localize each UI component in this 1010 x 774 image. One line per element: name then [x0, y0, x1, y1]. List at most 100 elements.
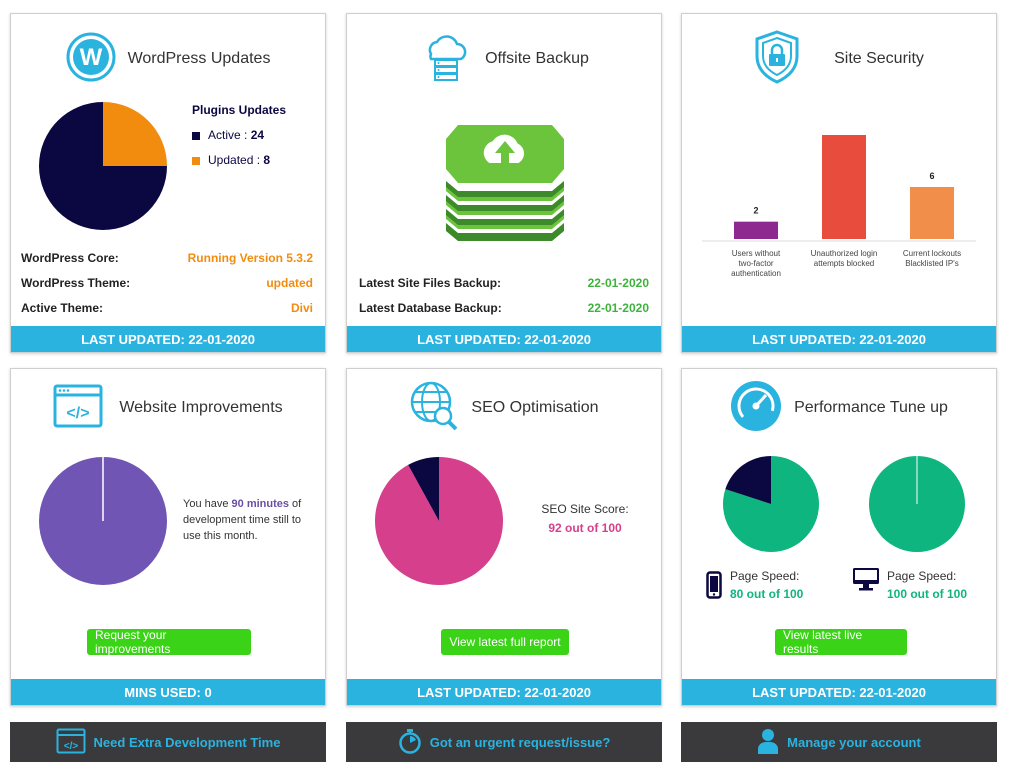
code-window-icon: </> — [53, 384, 103, 433]
legend-active: Active : 24 — [192, 128, 286, 142]
dev-time-pie-chart — [39, 457, 167, 585]
dev-time-text-pre: You have — [183, 498, 232, 510]
legend-updated: Updated : 8 — [192, 153, 286, 167]
card-title: WordPress Updates — [127, 50, 271, 67]
seo-score-pie-chart — [375, 457, 503, 585]
code-window-icon: </> — [56, 728, 86, 757]
files-backup-value: 22-01-2020 — [587, 276, 649, 290]
seo-score-value: 92 out of 100 — [548, 521, 622, 535]
card-title: SEO Optimisation — [471, 399, 599, 416]
shield-lock-icon — [754, 29, 800, 89]
offsite-backup-card: Offsite Backup Latest Site Files Backup:… — [346, 13, 662, 353]
svg-text:</>: </> — [63, 741, 78, 752]
legend-title: Plugins Updates — [192, 103, 287, 117]
card-header: Offsite Backup — [347, 34, 661, 84]
card-header: Site Security — [682, 29, 996, 84]
card-header: W WordPress Updates — [11, 32, 325, 87]
plugins-legend: Plugins Updates Active : 24 Updated : 8 — [192, 103, 286, 167]
card-footer: LAST UPDATED: 22-01-2020 — [682, 326, 996, 352]
card-title: Site Security — [834, 50, 924, 67]
speedometer-icon — [730, 380, 782, 437]
bar — [734, 221, 778, 239]
website-improvements-card: </> Website Improvements You have 90 min… — [10, 368, 326, 706]
desktop-speed-pie-chart — [869, 456, 965, 552]
bar-category-label: two-factor — [738, 259, 773, 268]
bar-value-label: 6 — [929, 171, 934, 181]
active-theme-value: Divi — [290, 301, 313, 315]
bar-category-label: Current lockouts — [903, 249, 961, 258]
wordpress-icon: W — [66, 32, 116, 87]
card-header: SEO Optimisation — [347, 381, 661, 433]
card-title: Website Improvements — [119, 399, 283, 416]
desktop-speed-value: 100 out of 100 — [887, 587, 968, 601]
manage-account-link[interactable]: Manage your account — [681, 722, 997, 762]
backup-stack-illustration — [446, 125, 564, 241]
bar-value-label: 2 — [753, 206, 758, 216]
card-title: Performance Tune up — [794, 399, 948, 416]
cloud-server-icon — [419, 32, 473, 87]
card-header: Performance Tune up — [682, 380, 996, 433]
dev-time-text-post: of development time still to use this mo… — [183, 498, 302, 542]
dev-time-minutes: 90 minutes — [231, 498, 289, 510]
mobile-speed-label: Page Speed: — [730, 569, 800, 583]
view-full-report-button[interactable]: View latest full report — [441, 629, 569, 655]
dev-time-text: You have 90 minutes of development time … — [183, 496, 315, 544]
site-security-card: Site Security 2 Users without two-factor au… — [681, 13, 997, 353]
legend-updated-label: Updated : — [208, 153, 264, 167]
bar-category-label: authentication — [731, 269, 781, 278]
wordpress-updates-card: W WordPress Updates Plugins Updates Acti… — [10, 13, 326, 353]
globe-search-icon — [409, 380, 459, 437]
card-footer: LAST UPDATED: 22-01-2020 — [347, 326, 661, 352]
card-footer: LAST UPDATED: 22-01-2020 — [347, 679, 661, 705]
desktop-speed-label: Page Speed: — [887, 569, 957, 583]
active-theme-label: Active Theme: — [21, 301, 104, 315]
bar-category-label: attempts blocked — [814, 259, 874, 268]
pie-slice — [725, 456, 771, 504]
theme-value: updated — [266, 276, 313, 290]
mobile-speed-pie-chart — [723, 456, 819, 552]
pie-slice — [103, 102, 167, 166]
theme-label: WordPress Theme: — [21, 276, 131, 290]
legend-updated-value: 8 — [263, 153, 271, 167]
core-value: Running Version 5.3.2 — [187, 251, 313, 265]
pie-slice — [39, 102, 167, 230]
legend-swatch — [192, 156, 200, 165]
legend-swatch — [192, 131, 200, 140]
seo-score-label: SEO Site Score: — [541, 502, 629, 516]
db-backup-value: 22-01-2020 — [587, 301, 649, 315]
bar-category-label: Unauthorized login — [811, 249, 878, 258]
legend-active-label: Active : — [208, 128, 251, 142]
svg-text:W: W — [79, 44, 102, 71]
card-footer: LAST UPDATED: 22-01-2020 — [682, 679, 996, 705]
stopwatch-icon — [398, 728, 422, 757]
urgent-request-label: Got an urgent request/issue? — [429, 734, 611, 750]
request-improvements-button[interactable]: Request your improvements — [87, 628, 251, 656]
svg-text:</>: </> — [67, 405, 90, 422]
bar-category-label: Blacklisted IP's — [905, 259, 959, 268]
seo-score: SEO Site Score: 92 out of 100 — [527, 502, 643, 535]
mobile-speed-value: 80 out of 100 — [730, 587, 804, 601]
manage-account-label: Manage your account — [787, 734, 921, 750]
files-backup-label: Latest Site Files Backup: — [359, 276, 502, 290]
core-label: WordPress Core: — [21, 251, 119, 265]
legend-active-value: 24 — [250, 128, 265, 142]
plugins-pie-chart — [39, 102, 167, 230]
user-icon — [757, 728, 779, 757]
mobile-phone-icon — [706, 571, 722, 604]
view-live-results-button[interactable]: View latest live results — [775, 628, 907, 656]
card-footer: LAST UPDATED: 22-01-2020 — [11, 326, 325, 352]
card-footer: MINS USED: 0 — [11, 679, 325, 705]
card-title: Offsite Backup — [485, 50, 589, 67]
bar — [822, 135, 866, 239]
urgent-request-link[interactable]: Got an urgent request/issue? — [346, 722, 662, 762]
card-header: </> Website Improvements — [11, 383, 325, 433]
desktop-speed: Page Speed: 100 out of 100 — [887, 569, 967, 601]
seo-optimisation-card: SEO Optimisation SEO Site Score: 92 out … — [346, 368, 662, 706]
bar — [910, 187, 954, 239]
pie-slice — [408, 457, 439, 521]
extra-development-time-link[interactable]: </> Need Extra Development Time — [10, 722, 326, 762]
mobile-speed: Page Speed: 80 out of 100 — [730, 569, 803, 601]
db-backup-label: Latest Database Backup: — [359, 301, 502, 315]
extra-development-time-label: Need Extra Development Time — [93, 734, 281, 750]
